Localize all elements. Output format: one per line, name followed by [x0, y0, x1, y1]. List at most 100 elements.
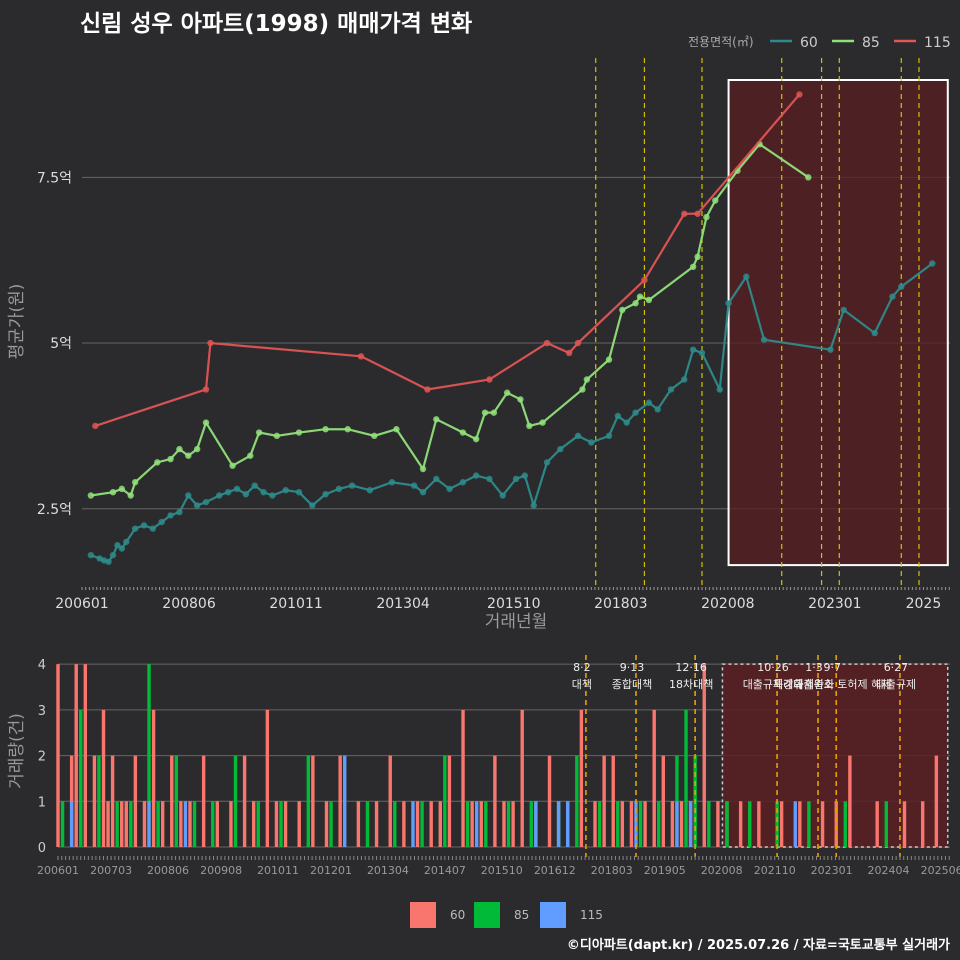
point-85 — [344, 426, 351, 433]
vol-bar-85 — [256, 801, 260, 847]
point-60 — [158, 518, 165, 526]
point-60 — [335, 485, 343, 493]
vol-bar-115 — [474, 801, 479, 847]
legend-swatch-115 — [540, 902, 566, 928]
vol-x-tick-label: 201612 — [534, 864, 576, 877]
point-60 — [105, 558, 112, 565]
point-60 — [645, 399, 653, 406]
point-60 — [623, 419, 630, 426]
point-60 — [632, 409, 639, 416]
vol-bar-115 — [343, 755, 347, 847]
vol-bar-85 — [420, 801, 424, 847]
vol-bar-115 — [634, 801, 638, 847]
vol-bar-60 — [415, 801, 420, 847]
point-115 — [92, 422, 99, 430]
point-60 — [760, 336, 768, 343]
vol-bar-60 — [629, 801, 634, 847]
legend-item-85: 85 — [474, 902, 529, 928]
point-85 — [517, 396, 524, 403]
vol-x-tick-label: 200806 — [147, 864, 189, 877]
point-85 — [131, 479, 139, 486]
vol-bar-60 — [338, 755, 342, 847]
series-line-115 — [94, 93, 801, 427]
vol-bar-60 — [324, 801, 329, 847]
point-60 — [446, 485, 453, 493]
vol-bar-60 — [447, 755, 452, 847]
vol-bar-115 — [556, 801, 561, 847]
point-60 — [140, 522, 148, 529]
vol-x-tick-label: 201407 — [424, 864, 466, 877]
vol-bar-60 — [110, 755, 115, 847]
vol-bar-60 — [388, 755, 392, 847]
point-60 — [419, 488, 427, 496]
vol-x-tick-label: 201011 — [257, 864, 299, 877]
vol-bar-60 — [179, 801, 183, 847]
policy-date-label: 9·13 — [620, 661, 645, 674]
point-85 — [459, 429, 467, 436]
point-85 — [579, 386, 586, 393]
point-85 — [636, 293, 644, 300]
vol-bar-60 — [283, 801, 288, 847]
vol-bar-85 — [775, 801, 779, 847]
highlight-region — [727, 79, 949, 567]
vol-bar-85 — [884, 801, 888, 847]
point-85 — [583, 376, 591, 383]
point-60 — [388, 479, 396, 486]
vol-bar-85 — [616, 801, 620, 847]
vol-bar-85 — [115, 801, 119, 847]
vol-bar-60 — [875, 801, 879, 847]
vol-bar-60 — [470, 801, 474, 847]
vol-bar-85 — [443, 755, 447, 847]
vol-bar-85 — [506, 801, 511, 847]
x-tick-label: 202008 — [701, 596, 754, 612]
point-60 — [348, 482, 356, 489]
point-60 — [459, 479, 467, 486]
policy-date-label: 9·7 — [823, 661, 841, 674]
y-tick-label: 5억 — [50, 336, 72, 352]
point-115 — [486, 376, 493, 383]
vol-bar-60 — [251, 801, 256, 847]
vol-bar-60 — [101, 709, 106, 847]
legend-item-115: 115 — [540, 902, 603, 928]
point-85 — [154, 459, 161, 466]
vol-bar-60 — [670, 801, 675, 847]
point-60 — [557, 445, 564, 453]
vol-bar-60 — [652, 709, 656, 847]
point-60 — [149, 525, 157, 532]
vol-bar-85 — [465, 801, 470, 847]
point-115 — [207, 339, 214, 347]
point-60 — [898, 283, 905, 290]
point-60 — [667, 386, 675, 393]
x-tick-label: 200601 — [55, 596, 108, 612]
point-60 — [123, 538, 130, 546]
vol-bar-60 — [593, 801, 597, 847]
vol-bar-85 — [279, 801, 283, 847]
vol-bar-60 — [274, 801, 279, 847]
point-115 — [357, 353, 365, 360]
point-85 — [202, 419, 210, 426]
x-tick-label: 201304 — [376, 596, 430, 612]
vol-bar-60 — [757, 801, 761, 847]
vol-bar-115 — [566, 801, 570, 847]
point-85 — [703, 213, 710, 221]
point-60 — [322, 490, 329, 498]
vol-bar-115 — [183, 801, 188, 847]
point-85 — [185, 452, 192, 459]
vol-bar-60 — [679, 801, 684, 847]
vol-bar-85 — [638, 801, 643, 847]
point-85 — [371, 432, 378, 440]
vol-bar-60 — [920, 801, 925, 847]
point-60 — [743, 273, 750, 280]
vol-bar-85 — [484, 801, 488, 847]
point-60 — [499, 492, 506, 499]
vol-bar-60 — [265, 709, 270, 847]
vol-bar-60 — [311, 755, 315, 847]
point-115 — [641, 276, 648, 284]
vol-bar-60 — [151, 709, 156, 847]
vol-bar-60 — [902, 801, 907, 847]
point-60 — [689, 346, 697, 353]
vol-x-tick-label: 200908 — [200, 864, 242, 877]
vol-x-tick-label: 200601 — [37, 864, 79, 877]
vol-bar-60 — [479, 801, 483, 847]
point-60 — [131, 525, 139, 532]
